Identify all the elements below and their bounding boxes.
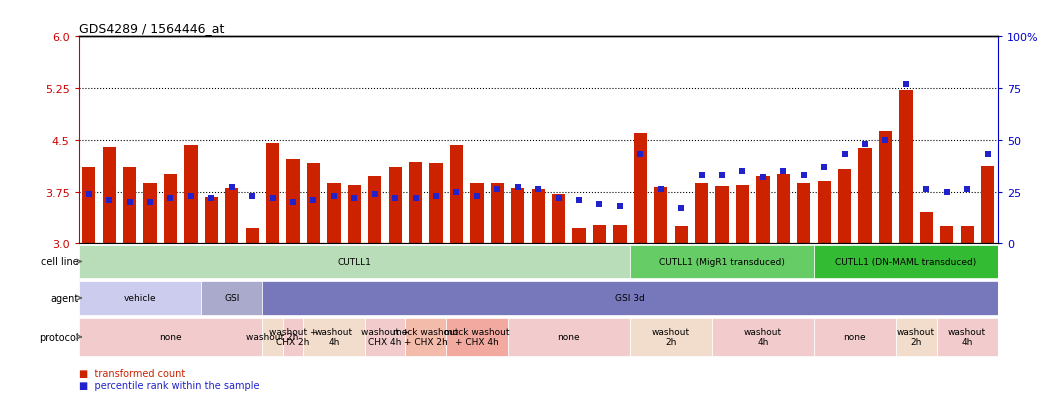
- Text: GSI 3d: GSI 3d: [616, 294, 645, 303]
- Bar: [470, 183, 484, 244]
- Text: washout 2h: washout 2h: [246, 332, 298, 342]
- Bar: [225, 189, 239, 244]
- Bar: [614, 225, 626, 244]
- Bar: [122, 168, 136, 244]
- Bar: [266, 143, 280, 244]
- Bar: [79, 245, 630, 278]
- Text: CUTLL1 (MigR1 transduced): CUTLL1 (MigR1 transduced): [659, 257, 785, 266]
- Bar: [491, 183, 504, 244]
- Bar: [446, 318, 508, 356]
- Text: washout
2h: washout 2h: [897, 328, 935, 347]
- Bar: [103, 147, 116, 244]
- Text: none: none: [557, 332, 580, 342]
- Bar: [143, 184, 157, 244]
- Bar: [405, 318, 446, 356]
- Bar: [283, 318, 304, 356]
- Bar: [981, 166, 995, 244]
- Bar: [712, 318, 814, 356]
- Bar: [960, 226, 974, 244]
- Bar: [814, 318, 895, 356]
- Bar: [409, 162, 422, 244]
- Bar: [633, 133, 647, 244]
- Bar: [307, 163, 320, 244]
- Bar: [736, 185, 749, 244]
- Bar: [756, 177, 770, 244]
- Bar: [859, 149, 872, 244]
- Text: mock washout
+ CHX 4h: mock washout + CHX 4h: [444, 328, 510, 347]
- Bar: [429, 163, 443, 244]
- Bar: [201, 282, 263, 315]
- Text: protocol: protocol: [39, 332, 79, 342]
- Bar: [184, 145, 198, 244]
- Bar: [630, 245, 814, 278]
- Text: vehicle: vehicle: [124, 294, 156, 303]
- Bar: [593, 225, 606, 244]
- Bar: [630, 318, 712, 356]
- Bar: [304, 318, 364, 356]
- Text: cell line: cell line: [41, 257, 79, 267]
- Text: washout
4h: washout 4h: [743, 328, 782, 347]
- Text: none: none: [844, 332, 866, 342]
- Text: washout +
CHX 4h: washout + CHX 4h: [361, 328, 409, 347]
- Bar: [919, 213, 933, 244]
- Bar: [532, 190, 544, 244]
- Text: washout
4h: washout 4h: [315, 328, 353, 347]
- Bar: [364, 318, 405, 356]
- Bar: [777, 175, 789, 244]
- Bar: [878, 132, 892, 244]
- Bar: [573, 228, 585, 244]
- Text: agent: agent: [50, 293, 79, 303]
- Text: none: none: [159, 332, 182, 342]
- Bar: [654, 187, 667, 244]
- Text: washout
4h: washout 4h: [949, 328, 986, 347]
- Bar: [204, 197, 218, 244]
- Text: GSI: GSI: [224, 294, 240, 303]
- Bar: [450, 146, 463, 244]
- Bar: [246, 228, 259, 244]
- Bar: [899, 91, 913, 244]
- Bar: [940, 226, 954, 244]
- Bar: [695, 184, 708, 244]
- Bar: [818, 182, 830, 244]
- Bar: [674, 226, 688, 244]
- Text: GDS4289 / 1564446_at: GDS4289 / 1564446_at: [79, 22, 224, 35]
- Bar: [508, 318, 630, 356]
- Text: CUTLL1 (DN-MAML transduced): CUTLL1 (DN-MAML transduced): [836, 257, 977, 266]
- Bar: [797, 183, 810, 244]
- Bar: [715, 187, 729, 244]
- Bar: [328, 184, 340, 244]
- Bar: [838, 169, 851, 244]
- Bar: [79, 282, 201, 315]
- Text: ■  percentile rank within the sample: ■ percentile rank within the sample: [79, 380, 259, 390]
- Bar: [263, 318, 283, 356]
- Text: washout
2h: washout 2h: [652, 328, 690, 347]
- Bar: [895, 318, 936, 356]
- Bar: [163, 175, 177, 244]
- Text: mock washout
+ CHX 2h: mock washout + CHX 2h: [393, 328, 459, 347]
- Bar: [552, 194, 565, 244]
- Bar: [82, 168, 95, 244]
- Bar: [511, 189, 525, 244]
- Bar: [369, 177, 381, 244]
- Bar: [287, 160, 299, 244]
- Text: CUTLL1: CUTLL1: [337, 257, 372, 266]
- Text: ■  transformed count: ■ transformed count: [79, 368, 184, 378]
- Bar: [388, 168, 402, 244]
- Text: washout +
CHX 2h: washout + CHX 2h: [269, 328, 317, 347]
- Bar: [814, 245, 998, 278]
- Bar: [79, 318, 263, 356]
- Bar: [263, 282, 998, 315]
- Bar: [348, 185, 361, 244]
- Bar: [936, 318, 998, 356]
